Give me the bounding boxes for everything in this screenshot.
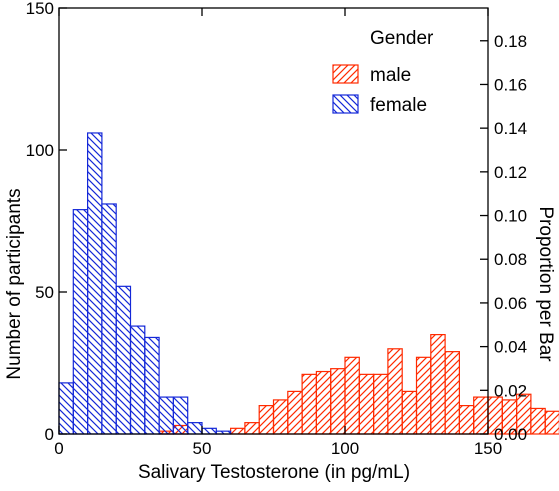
legend: Gender male female xyxy=(332,28,434,116)
bar-female-6 xyxy=(144,336,160,435)
bar-female-3 xyxy=(101,203,117,435)
labels-layer: Salivary Testosterone (in pg/mL) Number … xyxy=(4,188,556,483)
bar-male-25 xyxy=(415,356,432,435)
y2-tick-label-2: 0.04 xyxy=(494,338,527,357)
bars-layer xyxy=(58,132,559,435)
x-tick-label-2: 100 xyxy=(331,439,359,458)
y2-tick-label-8: 0.16 xyxy=(494,75,527,94)
bar-female-7 xyxy=(158,396,175,435)
y-tick-label-1: 50 xyxy=(35,283,54,302)
bar-male-22 xyxy=(373,373,389,435)
y2-tick-label-3: 0.06 xyxy=(494,294,527,313)
bar-male-28 xyxy=(458,405,475,435)
y2-tick-label-7: 0.14 xyxy=(494,119,527,138)
bar-male-15 xyxy=(272,399,289,435)
y2-tick-label-4: 0.08 xyxy=(494,250,527,269)
axes-layer: 0 50 100 1500501001500.000.020.040.060.080.… xyxy=(26,0,527,458)
bar-female-2 xyxy=(86,132,103,435)
legend-label-male: male xyxy=(370,65,411,86)
bar-male-16 xyxy=(287,390,303,435)
y-tick-label-0: 0 xyxy=(45,425,54,444)
x-tick-label-1: 50 xyxy=(193,439,212,458)
y2-tick-label-0: 0.00 xyxy=(494,425,527,444)
bar-male-34 xyxy=(544,410,559,435)
bar-female-4 xyxy=(115,285,132,435)
y2-tick-label-1: 0.02 xyxy=(494,381,527,400)
bar-male-26 xyxy=(430,334,446,435)
y2-tick-label-5: 0.10 xyxy=(494,207,527,226)
bar-male-33 xyxy=(530,407,546,435)
x-axis-title: Salivary Testosterone (in pg/mL) xyxy=(138,462,410,483)
y2-axis-title: Proportion per Bar xyxy=(535,206,556,362)
bar-male-23 xyxy=(387,348,403,435)
legend-title: Gender xyxy=(370,28,434,49)
x-tick-label-0: 0 xyxy=(54,439,63,458)
bar-male-27 xyxy=(444,351,461,435)
y-axis-title: Number of participants xyxy=(4,188,25,379)
bar-female-1 xyxy=(72,209,89,435)
legend-label-female: female xyxy=(370,95,427,116)
bar-male-14 xyxy=(258,405,275,435)
bar-male-18 xyxy=(315,370,332,435)
y-tick-label-2: 100 xyxy=(26,141,54,160)
y-tick-label-3: 150 xyxy=(26,0,54,18)
x-tick-label-3: 150 xyxy=(474,439,502,458)
bar-male-13 xyxy=(244,422,260,435)
bar-male-12 xyxy=(230,427,246,435)
bar-female-5 xyxy=(129,325,146,435)
legend-swatch-female xyxy=(332,94,359,114)
bar-male-17 xyxy=(301,373,318,435)
bar-male-19 xyxy=(330,368,346,435)
bar-male-20 xyxy=(344,356,360,435)
bar-female-10 xyxy=(201,427,217,435)
bar-female-9 xyxy=(187,422,203,435)
y2-tick-label-6: 0.12 xyxy=(494,163,527,182)
legend-swatch-male xyxy=(332,64,359,84)
bar-male-21 xyxy=(358,373,375,435)
bar-female-8 xyxy=(172,396,189,435)
bar-male-24 xyxy=(401,390,418,435)
bar-female-0 xyxy=(58,382,74,435)
plot-frame xyxy=(58,7,489,435)
y2-tick-label-9: 0.18 xyxy=(494,32,527,51)
bar-male-29 xyxy=(473,396,489,435)
